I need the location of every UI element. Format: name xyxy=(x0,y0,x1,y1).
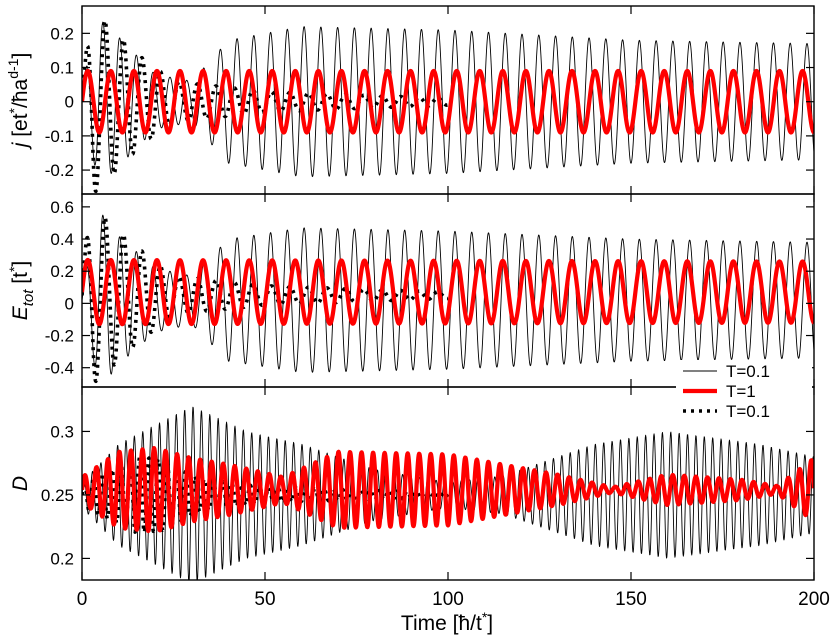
y-tick-label: 0.25 xyxy=(41,486,74,505)
hbar-symbol: ħ xyxy=(458,612,470,635)
x-axis-label: Time [ħ/t*] xyxy=(401,609,493,635)
y-tick-label: 0 xyxy=(65,93,74,112)
x-tick-label: 150 xyxy=(615,589,647,610)
series-line-thick-red xyxy=(82,68,814,135)
legend-label: T=0.1 xyxy=(726,402,770,421)
y-tick-label: -0.4 xyxy=(45,359,74,378)
y-axis-label-current: j [et*/ħad-1] xyxy=(5,53,32,151)
y-axis-label-double-occupancy: D xyxy=(9,476,32,491)
y-tick-label: -0.1 xyxy=(45,127,74,146)
y-tick-label: -0.2 xyxy=(45,327,74,346)
y-tick-label: 0.2 xyxy=(50,549,74,568)
series-line-thin-black xyxy=(82,21,814,178)
plot-area xyxy=(82,18,814,194)
plot-panels: -0.2 -0.1 0 0.1 0.2 -0.4 -0.2 0 0.2 0.4 0.6 0.2 0.25… xyxy=(5,5,815,581)
y-tick-label: 0 xyxy=(65,294,74,313)
y-tick-label: 0.3 xyxy=(50,422,74,441)
y-tick-label: 0.4 xyxy=(50,230,74,249)
y-tick-label: 0.6 xyxy=(50,198,74,217)
x-tick-label: 0 xyxy=(77,589,88,610)
x-tick-label: 50 xyxy=(254,589,275,610)
legend: T=0.1T=1T=0.1 xyxy=(676,360,812,424)
x-tick-label: 100 xyxy=(432,589,464,610)
y-tick-label: -0.2 xyxy=(45,161,74,180)
plot-area xyxy=(82,214,814,383)
panel-current: -0.2 -0.1 0 0.1 0.2 xyxy=(45,5,815,195)
plot-area xyxy=(82,406,814,580)
y-tick-label: 0.1 xyxy=(50,59,74,78)
panel-energy: -0.4 -0.2 0 0.2 0.4 0.6 xyxy=(45,193,815,388)
x-axis: 0 50 100 150 200 xyxy=(77,589,830,610)
y-tick-label: 0.2 xyxy=(50,262,74,281)
series-line-thick-red xyxy=(82,445,814,534)
series-line-thick-red xyxy=(82,257,814,327)
legend-label: T=0.1 xyxy=(726,362,770,381)
y-axis-label-energy: Etot [t*] xyxy=(6,261,37,321)
panel-double-occupancy: 0.2 0.25 0.3 xyxy=(41,386,815,581)
legend-label: T=1 xyxy=(726,382,756,401)
x-tick-label: 200 xyxy=(798,589,830,610)
y-tick-label: 0.2 xyxy=(50,24,74,43)
